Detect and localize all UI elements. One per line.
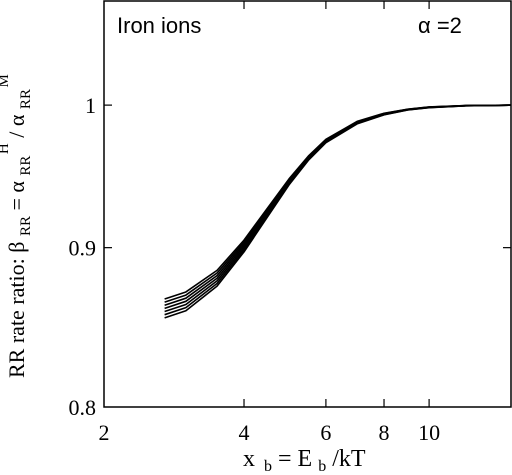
y-tick-label: 0.9 xyxy=(69,236,97,261)
y-axis-label-alpha1-sub: RR xyxy=(18,156,34,176)
y-axis-label-alpha2-sup: M xyxy=(0,74,12,87)
x-tick-label: 10 xyxy=(418,420,440,445)
x-axis-label: x b = E b /kT xyxy=(243,446,366,475)
x-axis-label-sub2: b xyxy=(318,458,326,475)
series-lines xyxy=(164,104,512,319)
annotation-alpha: α =2 xyxy=(418,13,462,38)
x-axis-ticks: 2 4 6 8 10 xyxy=(99,1,440,445)
y-axis-label-beta-sub: RR xyxy=(18,216,34,236)
y-axis-label-eq: = xyxy=(4,193,29,211)
series-line-6 xyxy=(164,104,512,316)
x-tick-label: 2 xyxy=(99,420,110,445)
y-axis-label-prefix: RR rate ratio: xyxy=(4,253,29,378)
x-axis-label-sub: b xyxy=(264,458,272,475)
plot-frame xyxy=(103,0,512,408)
x-axis-label-tail: /kT xyxy=(332,446,366,472)
x-tick-label: 8 xyxy=(379,420,390,445)
y-tick-label: 0.8 xyxy=(69,395,97,420)
y-axis-label: RR rate ratio: β RR = α RR H / α RR M xyxy=(0,74,35,378)
y-axis-label-alpha2-sub: RR xyxy=(18,89,34,109)
annotation-iron-ions: Iron ions xyxy=(117,13,201,38)
x-axis-label-main: x xyxy=(243,446,255,472)
y-axis-label-alpha1-sup: H xyxy=(0,143,12,154)
x-tick-label: 6 xyxy=(320,420,331,445)
y-tick-label: 1 xyxy=(85,93,96,118)
y-axis-label-slash: / xyxy=(4,131,29,138)
x-axis-label-eq: = E xyxy=(278,446,312,472)
y-axis-ticks: 0.8 0.9 1 xyxy=(69,93,511,420)
series-line-7 xyxy=(164,104,512,319)
y-axis-label-alpha1: α xyxy=(4,181,29,193)
x-tick-label: 4 xyxy=(239,420,250,445)
y-axis-label-beta: β xyxy=(4,242,29,253)
y-axis-label-alpha2: α xyxy=(4,114,29,126)
